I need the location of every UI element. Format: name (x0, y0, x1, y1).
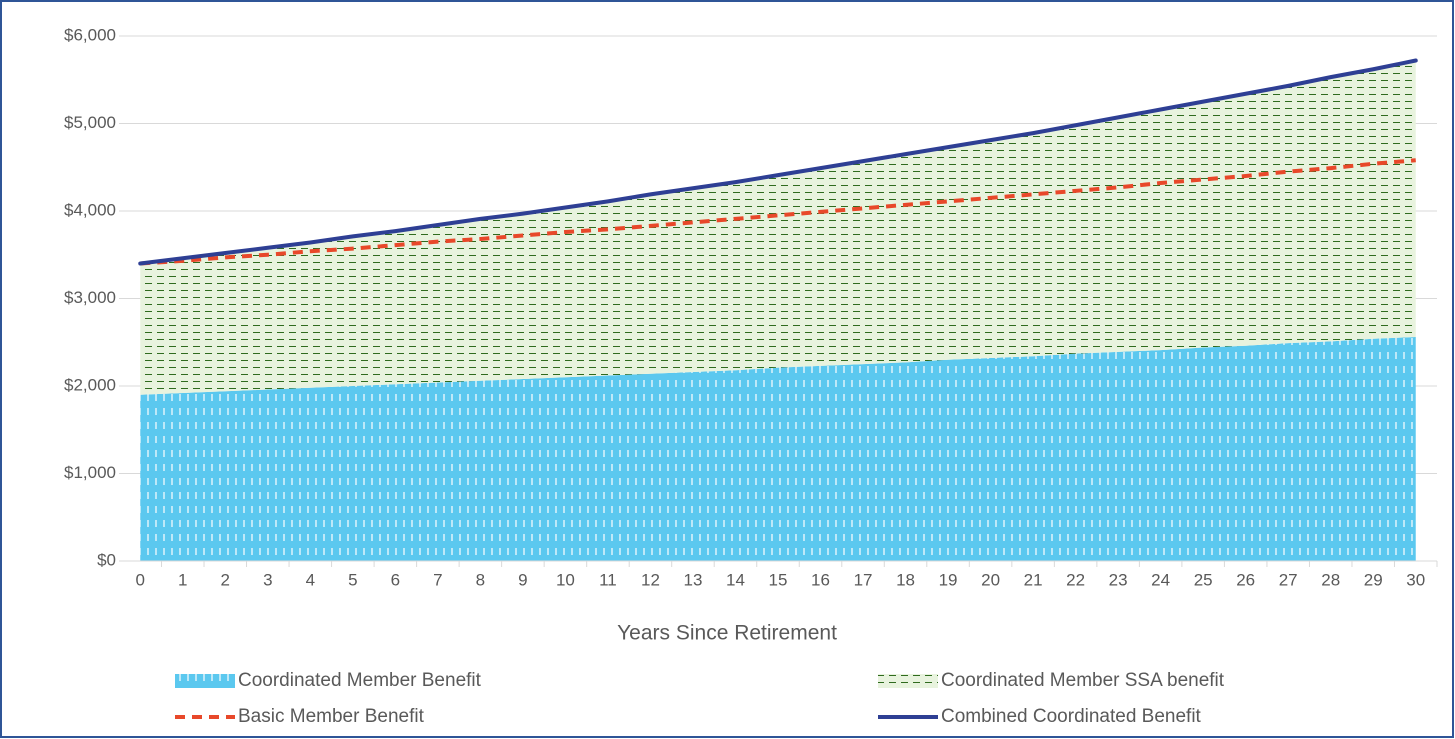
y-tick-label: $0 (97, 550, 116, 569)
x-tick-label: 8 (476, 570, 485, 589)
y-tick-label: $1,000 (64, 463, 116, 482)
x-tick-label: 0 (136, 570, 145, 589)
x-tick-label: 17 (854, 570, 873, 589)
legend-label: Coordinated Member Benefit (238, 670, 482, 691)
x-tick-label: 6 (391, 570, 400, 589)
x-tick-label: 1 (178, 570, 187, 589)
x-tick-label: 4 (306, 570, 315, 589)
legend-label: Combined Coordinated Benefit (941, 706, 1202, 727)
x-tick-label: 10 (556, 570, 575, 589)
y-tick-label: $6,000 (64, 25, 116, 44)
y-tick-label: $5,000 (64, 113, 116, 132)
x-tick-label: 30 (1406, 570, 1425, 589)
x-tick-label: 3 (263, 570, 272, 589)
x-tick-label: 2 (221, 570, 230, 589)
x-tick-label: 5 (348, 570, 357, 589)
x-tick-label: 26 (1236, 570, 1255, 589)
legend-label: Basic Member Benefit (238, 706, 425, 727)
x-tick-label: 14 (726, 570, 745, 589)
legend-label: Coordinated Member SSA benefit (941, 670, 1225, 691)
x-tick-label: 23 (1109, 570, 1128, 589)
area (140, 60, 1416, 395)
x-tick-label: 25 (1194, 570, 1213, 589)
legend-swatch (175, 674, 235, 688)
x-tick-label: 16 (811, 570, 830, 589)
x-tick-label: 24 (1151, 570, 1170, 589)
area (140, 337, 1416, 561)
y-tick-label: $2,000 (64, 375, 116, 394)
x-tick-label: 27 (1279, 570, 1298, 589)
x-tick-label: 21 (1024, 570, 1043, 589)
y-tick-label: $3,000 (64, 288, 116, 307)
x-tick-label: 22 (1066, 570, 1085, 589)
x-tick-label: 11 (599, 570, 617, 589)
x-tick-label: 20 (981, 570, 1000, 589)
legend-swatch (878, 674, 938, 688)
x-tick-label: 28 (1321, 570, 1340, 589)
x-tick-label: 29 (1364, 570, 1383, 589)
x-tick-label: 19 (939, 570, 958, 589)
x-tick-label: 12 (641, 570, 660, 589)
x-tick-label: 7 (433, 570, 442, 589)
x-tick-label: 13 (684, 570, 703, 589)
x-tick-label: 15 (769, 570, 788, 589)
y-tick-label: $4,000 (64, 200, 116, 219)
x-axis-title: Years Since Retirement (617, 622, 837, 645)
x-tick-label: 18 (896, 570, 915, 589)
x-tick-label: 9 (518, 570, 527, 589)
line (138, 58, 1418, 266)
line (140, 158, 1416, 266)
